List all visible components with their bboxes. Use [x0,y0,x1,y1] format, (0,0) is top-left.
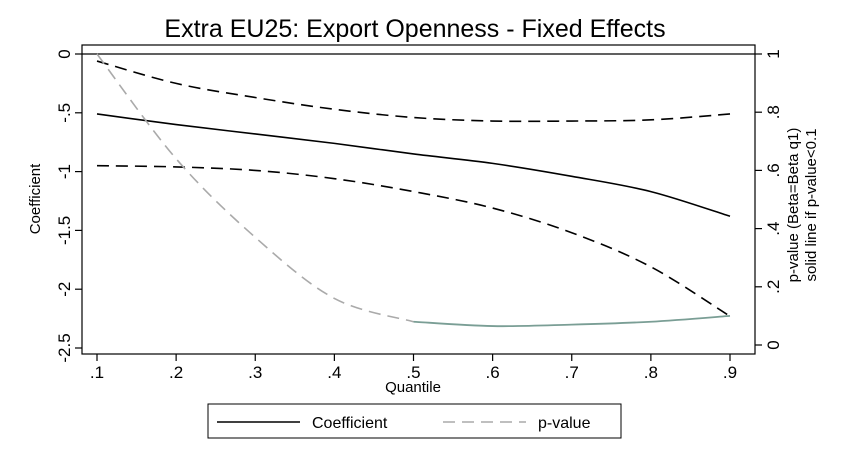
x-axis: .1 .2 .3 .4 .5 .6 .7 .8 .9 [90,354,737,382]
x-tick-label: .3 [248,363,262,382]
x-axis-label: Quantile [385,379,441,396]
y2-axis-label-line1: p-value (Beta=Beta q1) [785,128,802,283]
y-tick-label: -1.5 [55,216,74,245]
p-value-line-solid [413,315,731,328]
y2-tick-label: .4 [764,222,783,236]
x-tick-label: .9 [723,363,737,382]
legend-label-coefficient: Coefficient [312,415,388,432]
y2-tick-label: 0 [764,340,783,349]
y-tick-label: -.5 [55,103,74,123]
y2-tick-label: .6 [764,163,783,177]
x-tick-label: .1 [90,363,104,382]
upper-bound-line [96,60,731,123]
x-tick-label: .8 [644,363,658,382]
y-tick-label: -1 [55,164,74,179]
legend: Coefficient p-value [207,403,622,439]
y2-axis: 0 .2 .4 .6 .8 1 [755,49,783,350]
x-tick-label: .4 [327,363,341,382]
legend-box [207,403,622,439]
y2-tick-label: .2 [764,280,783,294]
y2-axis-label-line2: solid line if p-value<0.1 [803,128,820,281]
x-tick-label: .2 [169,363,183,382]
y-tick-label: -2 [55,282,74,297]
p-value-line-dashed [96,53,414,323]
legend-label-p-value: p-value [538,415,591,432]
coefficient-line [96,113,731,218]
y-tick-label: -2.5 [55,333,74,362]
plot-frame [81,44,756,355]
y-axis-label: Coefficient [27,163,44,234]
y-tick-label: 0 [55,49,74,58]
y-axis: 0 -.5 -1 -1.5 -2 -2.5 [55,49,82,363]
series-layer [82,53,755,328]
x-tick-label: .6 [486,363,500,382]
chart-title: Extra EU25: Export Openness - Fixed Effe… [164,15,665,43]
y2-tick-label: .8 [764,105,783,119]
y2-tick-label: 1 [764,49,783,58]
x-tick-label: .7 [565,363,579,382]
x-tick-label: .5 [406,363,420,382]
lower-bound-line [96,164,731,317]
